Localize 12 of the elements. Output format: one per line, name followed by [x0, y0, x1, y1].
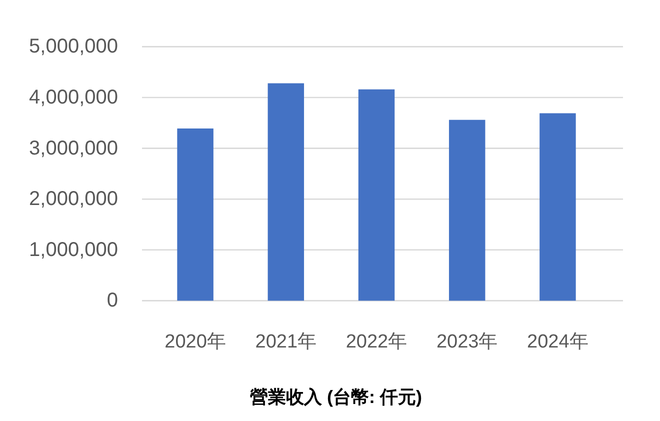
y-tick-label: 3,000,000: [29, 137, 118, 160]
y-tick-label: 4,000,000: [29, 86, 118, 108]
x-tick-label: 2024年: [527, 332, 588, 352]
x-tick-label: 2021年: [255, 332, 317, 352]
y-tick-label: 1,000,000: [29, 238, 118, 261]
y-tick-label: 0: [106, 290, 118, 312]
x-tick-label: 2023年: [436, 332, 498, 352]
x-axis-title: 營業收入 (台幣: 仟元): [250, 387, 422, 407]
y-tick-label: 2,000,000: [29, 188, 118, 210]
x-tick-label: 2022年: [346, 332, 408, 352]
y-tick-label: 5,000,000: [29, 36, 118, 58]
x-tick-label: 2020年: [164, 332, 226, 352]
